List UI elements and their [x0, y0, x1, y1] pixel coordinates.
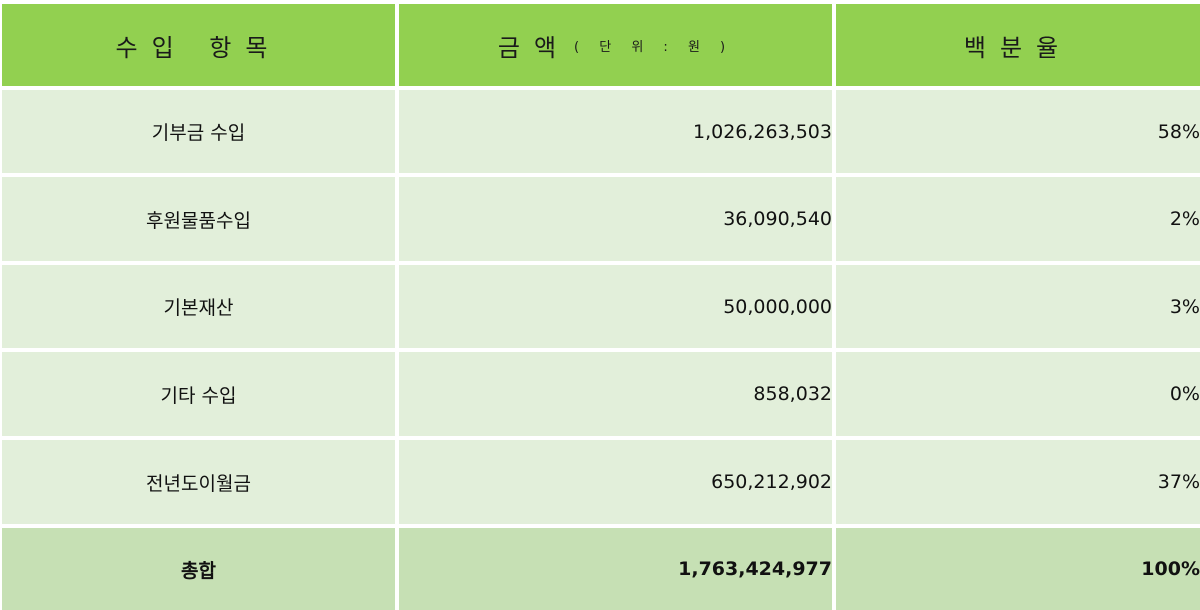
row-item: 기본재산 [2, 265, 395, 348]
header-amount-label: 금액 [497, 33, 571, 62]
row-percent: 58% [836, 90, 1200, 173]
total-percent: 100% [836, 528, 1200, 610]
row-item: 기부금 수입 [2, 90, 395, 173]
total-amount: 1,763,424,977 [399, 528, 832, 610]
total-item: 총합 [2, 528, 395, 610]
header-percent-label: 백분율 [963, 33, 1073, 62]
header-amount: 금액 ( 단 위 : 원 ) [399, 4, 832, 86]
row-amount: 1,026,263,503 [399, 90, 832, 173]
row-amount: 858,032 [399, 352, 832, 436]
header-amount-unit: ( 단 위 : 원 ) [574, 39, 734, 55]
header-item: 수입 항목 [2, 4, 395, 86]
row-amount: 36,090,540 [399, 177, 832, 261]
row-percent: 37% [836, 440, 1200, 524]
row-percent: 3% [836, 265, 1200, 348]
row-percent: 0% [836, 352, 1200, 436]
row-percent: 2% [836, 177, 1200, 261]
header-item-label: 수입 항목 [115, 33, 282, 62]
row-amount: 50,000,000 [399, 265, 832, 348]
row-item: 기타 수입 [2, 352, 395, 436]
row-item: 전년도이월금 [2, 440, 395, 524]
header-percent: 백분율 [836, 4, 1200, 86]
row-item: 후원물품수입 [2, 177, 395, 261]
row-amount: 650,212,902 [399, 440, 832, 524]
